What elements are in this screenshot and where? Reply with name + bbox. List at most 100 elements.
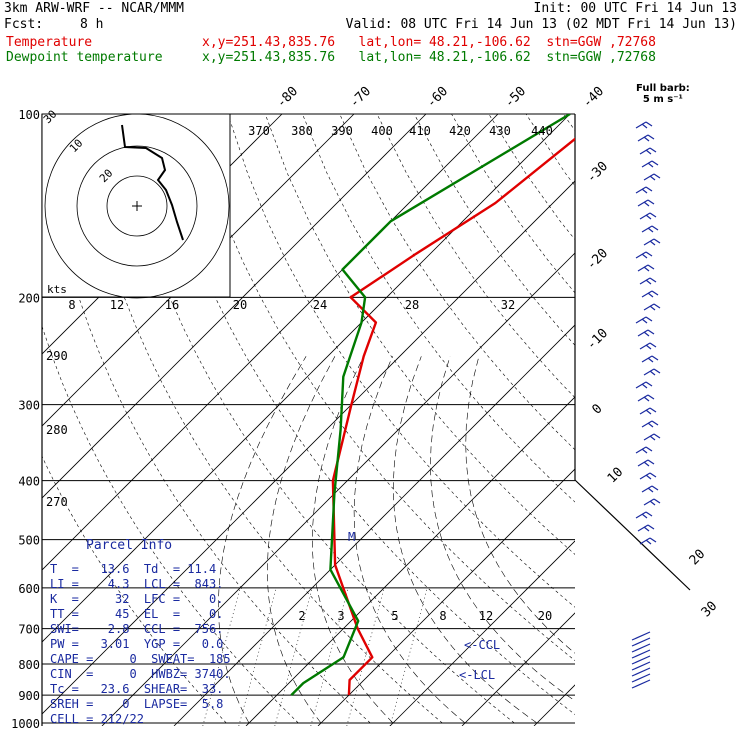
- dry-adiabat: [302, 114, 575, 503]
- dry-adiabat: [376, 114, 575, 399]
- wind-barb: [647, 394, 655, 400]
- dry-adiabat: [153, 114, 575, 715]
- wind-barb: [635, 511, 647, 519]
- moist-adiabat: [218, 356, 307, 724]
- wind-barb: [647, 162, 654, 168]
- dry-adiabat: [675, 114, 740, 723]
- temp-tick-label: -20: [584, 246, 611, 273]
- hodo-speed-label: 24: [313, 298, 327, 312]
- wind-barb: [643, 238, 655, 246]
- dewpoint-legend-name: Dewpoint temperature: [6, 50, 163, 65]
- hodo-speed-label: 28: [405, 298, 419, 312]
- wind-barb: [643, 136, 650, 142]
- moist-adiabat: [430, 356, 575, 702]
- hodo-ring: [44, 113, 230, 299]
- wind-barb: [645, 149, 652, 155]
- pressure-tick-label: 800: [18, 658, 40, 672]
- wind-barb: [651, 420, 659, 426]
- parcel-row: CAPE = 0 SWEAT= 185: [50, 652, 231, 666]
- wind-barb: [653, 498, 661, 504]
- wind-barb: [635, 316, 647, 324]
- hodo-unit-label: kts: [47, 283, 67, 296]
- isotherm: [317, 468, 575, 726]
- parcel-row: Tc = 23.6 SHEAR= 33.: [50, 682, 224, 696]
- wind-barb: [643, 201, 650, 207]
- parcel-row: CELL = 212/22: [50, 712, 144, 726]
- dry-adiabat: [42, 325, 299, 724]
- init-time: Init: 00 UTC Fri 14 Jun 13: [533, 1, 738, 16]
- theta-label: 420: [449, 124, 471, 138]
- wind-barb: [645, 409, 652, 415]
- isotherm: [461, 612, 575, 726]
- wind-barb: [645, 279, 652, 285]
- barb-legend-line2: 5 m s⁻¹: [642, 94, 683, 105]
- wind-barb: [647, 134, 655, 140]
- wind-barb: [637, 524, 649, 532]
- hodo-speed-label: 8: [68, 298, 75, 312]
- theta-label: 290: [46, 349, 68, 363]
- hodo-speed-label: 16: [165, 298, 179, 312]
- isotherm: [533, 684, 575, 726]
- wind-barb: [649, 500, 656, 506]
- temperature-legend-name: Temperature: [6, 35, 93, 50]
- temp-tick-label: 0: [589, 401, 605, 417]
- model-title: 3km ARW-WRF -- NCAR/MMM: [4, 1, 185, 16]
- dry-adiabat: [413, 114, 575, 346]
- wind-barb: [641, 420, 653, 428]
- wind-barb: [647, 292, 654, 298]
- mixing-ratio-label: 20: [538, 609, 552, 623]
- wind-barb: [641, 383, 648, 389]
- wind-barb: [643, 266, 650, 272]
- ccl-marker: <-CCL: [464, 638, 500, 652]
- dewpoint-profile: [290, 114, 571, 696]
- wind-barb: [651, 485, 659, 491]
- wind-barb: [649, 212, 657, 218]
- wind-barb: [649, 240, 656, 246]
- wind-barb: [639, 342, 651, 350]
- dry-adiabat: [451, 114, 575, 294]
- temperature-profile: [331, 137, 575, 696]
- wind-barb: [643, 433, 655, 441]
- wind-barb: [637, 329, 649, 337]
- wind-barb: [631, 679, 651, 689]
- wind-barb: [641, 253, 648, 259]
- dewpoint-legend-info: x,y=251.43,835.76 lat,lon= 48.21,-106.62…: [202, 50, 656, 65]
- wind-barb: [651, 355, 659, 361]
- temperature-legend-info: x,y=251.43,835.76 lat,lon= 48.21,-106.62…: [202, 35, 656, 50]
- mixing-ratio-label: 3: [337, 609, 344, 623]
- dry-adiabat: [78, 114, 443, 724]
- wind-barb: [645, 186, 653, 192]
- wind-barb: [631, 673, 651, 683]
- parcel-row: TT = 45 EL = 0.: [50, 607, 224, 621]
- wind-barb: [643, 331, 650, 337]
- theta-label: 390: [331, 124, 353, 138]
- wind-barb: [643, 303, 655, 311]
- wind-barb: [643, 461, 650, 467]
- isotherm: [245, 396, 575, 726]
- wind-barb: [635, 381, 647, 389]
- wind-barb: [645, 344, 652, 350]
- wind-barb: [631, 631, 651, 641]
- isotherm: [678, 114, 740, 726]
- wind-barb: [641, 318, 648, 324]
- wind-barb: [653, 303, 661, 309]
- wind-barb: [631, 661, 651, 671]
- wind-barb: [643, 368, 655, 376]
- wind-barb: [645, 511, 653, 517]
- theta-label: 380: [291, 124, 313, 138]
- pressure-tick-label: 1000: [11, 717, 40, 731]
- forecast-label: Fcst:: [4, 17, 44, 32]
- pressure-tick-label: 100: [18, 108, 40, 122]
- wind-barb: [641, 448, 648, 454]
- theta-label: 370: [248, 124, 270, 138]
- right-axis: [574, 479, 691, 591]
- theta-label: 280: [46, 423, 68, 437]
- wind-barb: [643, 173, 655, 181]
- temp-tick-label: 20: [687, 547, 709, 569]
- pressure-tick-label: 900: [18, 689, 40, 703]
- parcel-row: CIN = 0 HWBZ= 3740.: [50, 667, 231, 681]
- hodograph-trace: [121, 124, 184, 241]
- wind-barb: [649, 472, 657, 478]
- parcel-row: K = 32 LFC = 0.: [50, 592, 224, 606]
